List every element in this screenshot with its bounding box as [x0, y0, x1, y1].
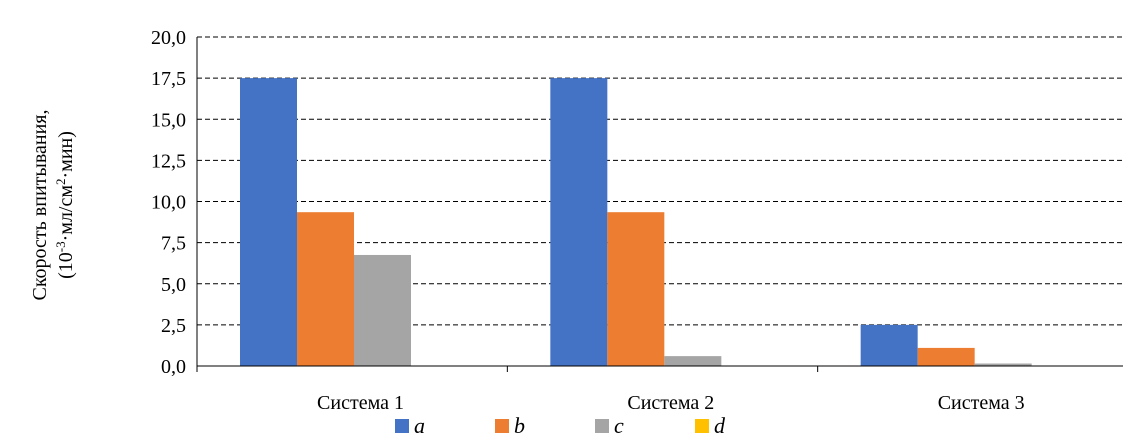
category-label: Система 1	[317, 392, 404, 414]
y-tick-label: 2,5	[161, 315, 186, 337]
y-axis-title-line1: Скорость впитывания,	[29, 110, 51, 301]
bar-a	[240, 78, 297, 366]
legend-label-a: a	[414, 413, 425, 438]
y-axis-title: Скорость впитывания, (10-3·мл/см2·мин)	[29, 110, 77, 301]
x-category-labels: Система 1 Система 2 Система 3	[317, 392, 1025, 414]
bar-c	[354, 254, 411, 366]
legend-swatch-c	[595, 419, 609, 433]
y-tick-label: 7,5	[161, 233, 186, 255]
bars	[240, 78, 1032, 366]
bar-c	[974, 363, 1032, 366]
bar-b	[297, 212, 354, 366]
legend-label-c: c	[614, 413, 624, 438]
bar-c	[664, 356, 722, 366]
legend-label-d: d	[714, 413, 726, 438]
category-label: Система 3	[938, 392, 1025, 414]
legend-swatch-b	[495, 419, 509, 433]
legend-swatch-d	[695, 419, 709, 433]
bar-b	[607, 212, 665, 366]
category-label: Система 2	[627, 392, 714, 414]
y-tick-label: 0,0	[161, 356, 186, 378]
legend-label-b: b	[514, 413, 525, 438]
bar-a	[550, 78, 608, 366]
y-axis-title-line2: (10-3·мл/см2·мин)	[53, 131, 77, 279]
legend: a b c d	[395, 413, 726, 438]
bar-a	[860, 324, 918, 366]
axes	[196, 37, 1123, 372]
y-tick-label: 20,0	[151, 27, 186, 49]
y-tick-label: 12,5	[151, 150, 186, 172]
legend-swatch-a	[395, 419, 409, 433]
y-tick-label: 15,0	[151, 109, 186, 131]
y-tick-label: 5,0	[161, 274, 186, 296]
y-tick-label: 10,0	[151, 192, 186, 214]
y-tick-label: 17,5	[151, 68, 186, 90]
y-tick-labels: 0,0 2,5 5,0 7,5 10,0 12,5 15,0 17,5 20,0	[151, 27, 186, 378]
bar-b	[917, 347, 975, 366]
